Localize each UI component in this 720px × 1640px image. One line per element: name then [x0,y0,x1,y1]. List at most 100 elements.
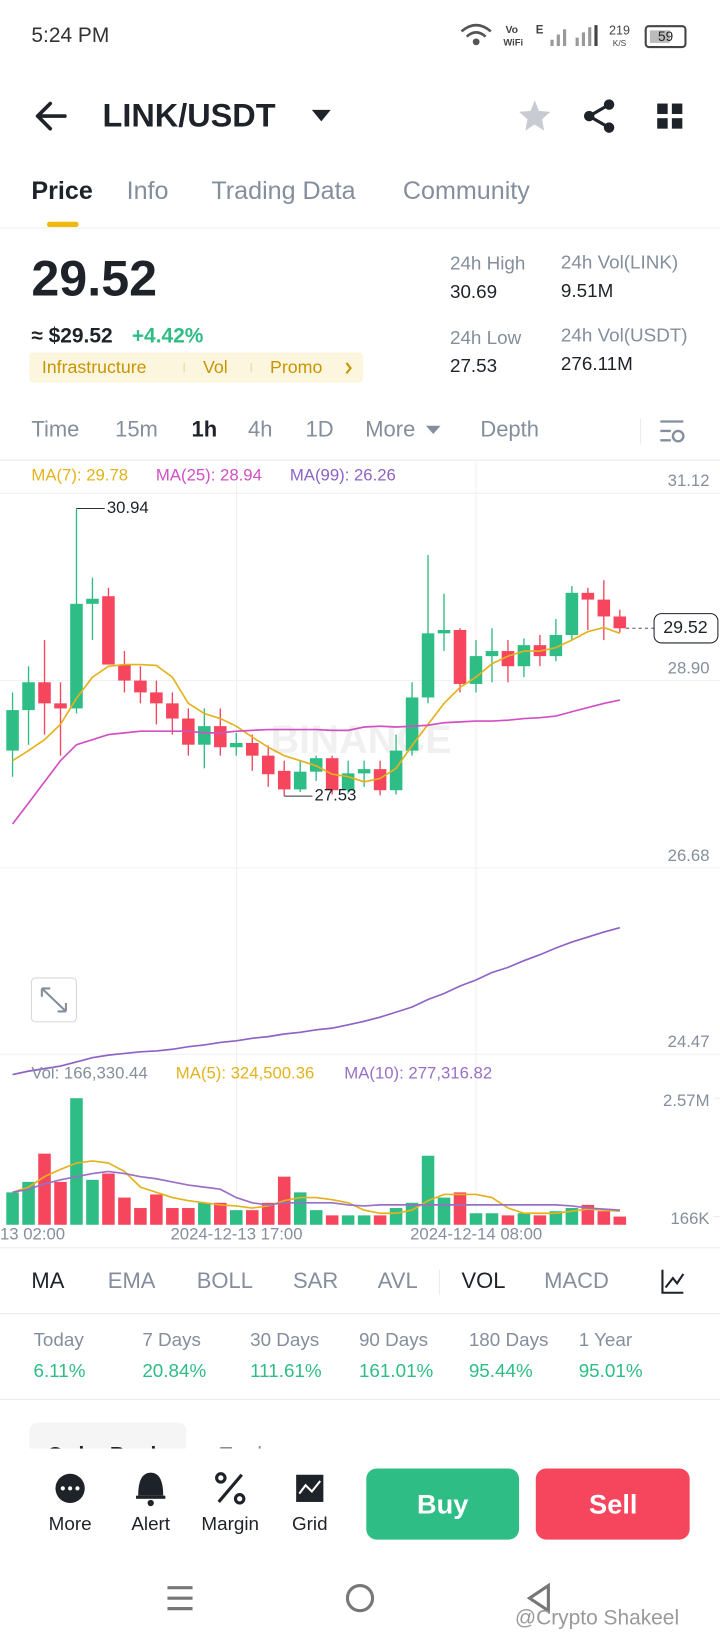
volume-bar [357,1215,371,1225]
last-price-tag: 29.52 [663,617,707,637]
indicator-tab[interactable]: SAR [293,1268,338,1293]
candle-body [134,680,147,693]
tag[interactable]: Promo [270,357,322,377]
legend-entry: MA(99): 26.26 [290,465,396,484]
volume-bar [86,1179,99,1225]
grid-icon[interactable] [296,1474,324,1502]
battery-icon [644,25,687,49]
volume-bar [230,1210,243,1225]
volume-bar [118,1197,131,1225]
candle-body [469,656,483,684]
volume-bar [70,1098,83,1225]
tab[interactable]: Price [31,177,92,205]
volume-bar [182,1208,195,1225]
candle-body [86,598,99,604]
interval-tab[interactable]: 1h [192,417,218,442]
volume-bar [309,1210,323,1225]
candle-body [261,755,275,775]
stat-label: 24h Vol(LINK) [561,252,678,273]
performance-label: Today [33,1329,84,1350]
performance-label: 30 Days [250,1329,319,1350]
sell-button[interactable] [535,1468,690,1540]
candle-body [102,596,115,665]
volume-bar [134,1208,147,1225]
volume-bar [389,1208,403,1225]
margin-icon[interactable] [215,1472,246,1505]
expand-icon [40,987,67,1013]
interval-tab[interactable]: More [365,417,415,442]
price-change: +4.42% [132,324,204,347]
indicator-tab[interactable]: MA [31,1268,64,1293]
volume-bar [485,1213,499,1225]
watermark: @Crypto Shakeel [515,1607,679,1630]
alert-icon[interactable] [136,1472,166,1507]
candle-body [613,616,627,629]
tag-chevron[interactable] [345,362,352,375]
last-price-box [653,613,719,644]
volume-bar [150,1194,163,1225]
last-price: 29.52 [31,251,157,307]
volume-bar [214,1202,227,1225]
candle-body [549,635,563,657]
share-button[interactable] [583,99,615,133]
chart-settings[interactable] [660,420,685,443]
x-tick-label: 2024-12-13 17:00 [170,1225,302,1244]
tab[interactable]: Trading Data [211,177,355,205]
tag[interactable]: Infrastructure [42,357,147,377]
interval-tab[interactable]: 1D [306,417,334,442]
tab[interactable]: Community [403,177,530,205]
nav-menu[interactable] [167,1586,193,1611]
volume-bar [38,1153,51,1225]
indicator-tab[interactable]: BOLL [197,1268,253,1293]
indicator-tab[interactable]: MACD [544,1268,609,1293]
nav-home[interactable] [345,1584,375,1613]
performance-value: 111.61% [250,1360,322,1381]
more-icon[interactable] [55,1473,85,1503]
buy-button[interactable] [366,1468,520,1540]
candle-body [517,645,531,667]
layout-button[interactable] [657,103,683,129]
volume-bar [437,1197,451,1225]
pair-title[interactable]: LINK/USDT [103,98,276,134]
back-button[interactable] [35,101,67,131]
action-label[interactable]: Grid [292,1513,328,1534]
indicator-tab[interactable]: VOL [462,1268,506,1293]
ma-line [12,626,621,783]
indicator-settings[interactable] [661,1269,685,1294]
volume-bar [613,1216,627,1225]
max-label: 30.94 [107,498,149,517]
candle-body [597,599,611,617]
x-tick-label: 2024-12-14 08:00 [410,1225,542,1244]
performance-value: 6.11% [33,1360,85,1381]
indicator-tab[interactable]: EMA [108,1268,156,1293]
status-speed-unit: K/S [613,38,627,48]
volume-ma-line [12,1160,620,1215]
interval-tab[interactable]: 15m [115,417,158,442]
volume-bar [293,1192,307,1225]
interval-tab[interactable]: 4h [248,417,272,442]
action-label[interactable]: More [49,1513,92,1534]
candle-body [373,769,387,791]
tag[interactable]: Vol [203,357,228,377]
buy-label[interactable]: Buy [417,1488,468,1519]
indicator-tab[interactable]: AVL [378,1268,418,1293]
volume-bar [6,1192,19,1225]
action-label[interactable]: Margin [201,1513,259,1534]
volume-bar [501,1215,515,1225]
legend-entry: MA(10): 277,316.82 [344,1064,492,1083]
sell-label[interactable]: Sell [589,1488,637,1519]
volume-bar [325,1215,339,1225]
volume-bar [405,1202,419,1225]
nav-back[interactable] [526,1582,550,1614]
favorite-button[interactable] [519,100,551,131]
action-label[interactable]: Alert [131,1513,170,1534]
more-dropdown[interactable] [425,425,441,435]
candle-body [38,682,51,704]
candle-body [581,592,595,600]
interval-tab[interactable]: Depth [480,417,539,442]
pair-dropdown[interactable] [311,109,331,122]
tab[interactable]: Info [127,177,169,205]
volume-bar [373,1215,387,1225]
interval-tab[interactable]: Time [31,417,79,442]
